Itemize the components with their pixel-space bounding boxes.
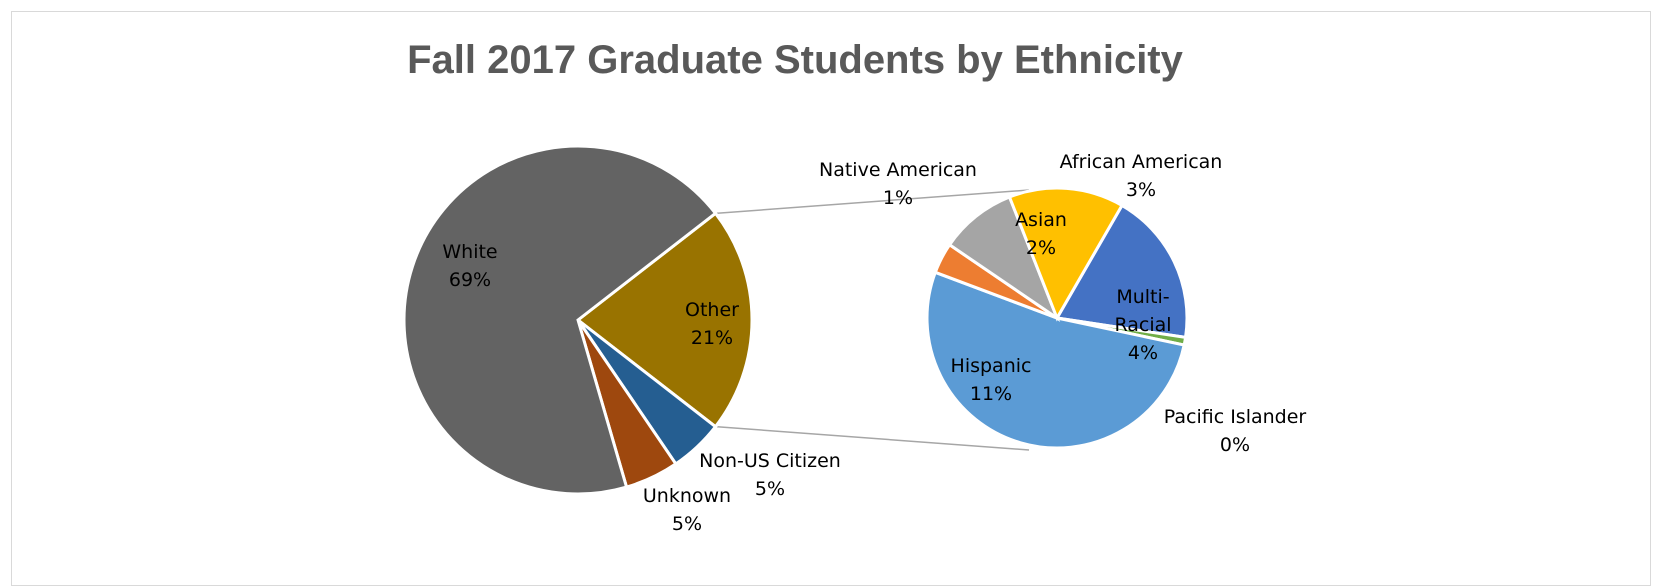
chart-title: Fall 2017 Graduate Students by Ethnicity: [407, 38, 1183, 82]
data-label-non-us-citizen: Non-US Citizen 5%: [699, 450, 841, 500]
data-label-hispanic: Hispanic 11%: [951, 355, 1032, 405]
slice-asian: [947, 195, 1061, 322]
slice-other: [575, 211, 754, 429]
slice-african-american: [1007, 186, 1125, 322]
data-label-asian: Asian 2%: [1015, 209, 1067, 259]
connector-line-bottom: [715, 425, 1030, 451]
primary-pie: [402, 144, 754, 496]
data-label-multi-racial: Multi-Racial 4%: [1114, 286, 1171, 364]
connector-lines: [715, 189, 1030, 451]
slice-hispanic: [925, 270, 1186, 450]
chart-area: [11, 11, 1651, 586]
connector-line-top: [715, 189, 1030, 215]
data-label-native-american: Native American 1%: [819, 159, 977, 209]
data-label-unknown: Unknown 5%: [643, 485, 731, 535]
data-label-african-american: African American 3%: [1060, 151, 1223, 201]
slice-white: [402, 144, 718, 496]
data-labels: White 69% Other 21% Non-US Citizen 5%Unknown 5…: [442, 151, 1306, 535]
data-label-pacific-islander: Pacific Islander 0%: [1164, 406, 1307, 456]
data-label-other: Other 21%: [685, 299, 739, 349]
secondary-pie: [925, 186, 1189, 450]
slice-multi-racial: [1054, 203, 1189, 340]
data-label-white: White 69%: [442, 241, 497, 291]
